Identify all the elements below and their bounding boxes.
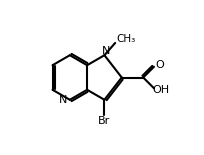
Text: CH₃: CH₃ — [115, 34, 135, 44]
Text: N: N — [59, 95, 67, 105]
Text: O: O — [155, 60, 164, 70]
Text: OH: OH — [152, 85, 169, 95]
Text: N: N — [101, 46, 110, 56]
Text: Br: Br — [98, 116, 110, 126]
